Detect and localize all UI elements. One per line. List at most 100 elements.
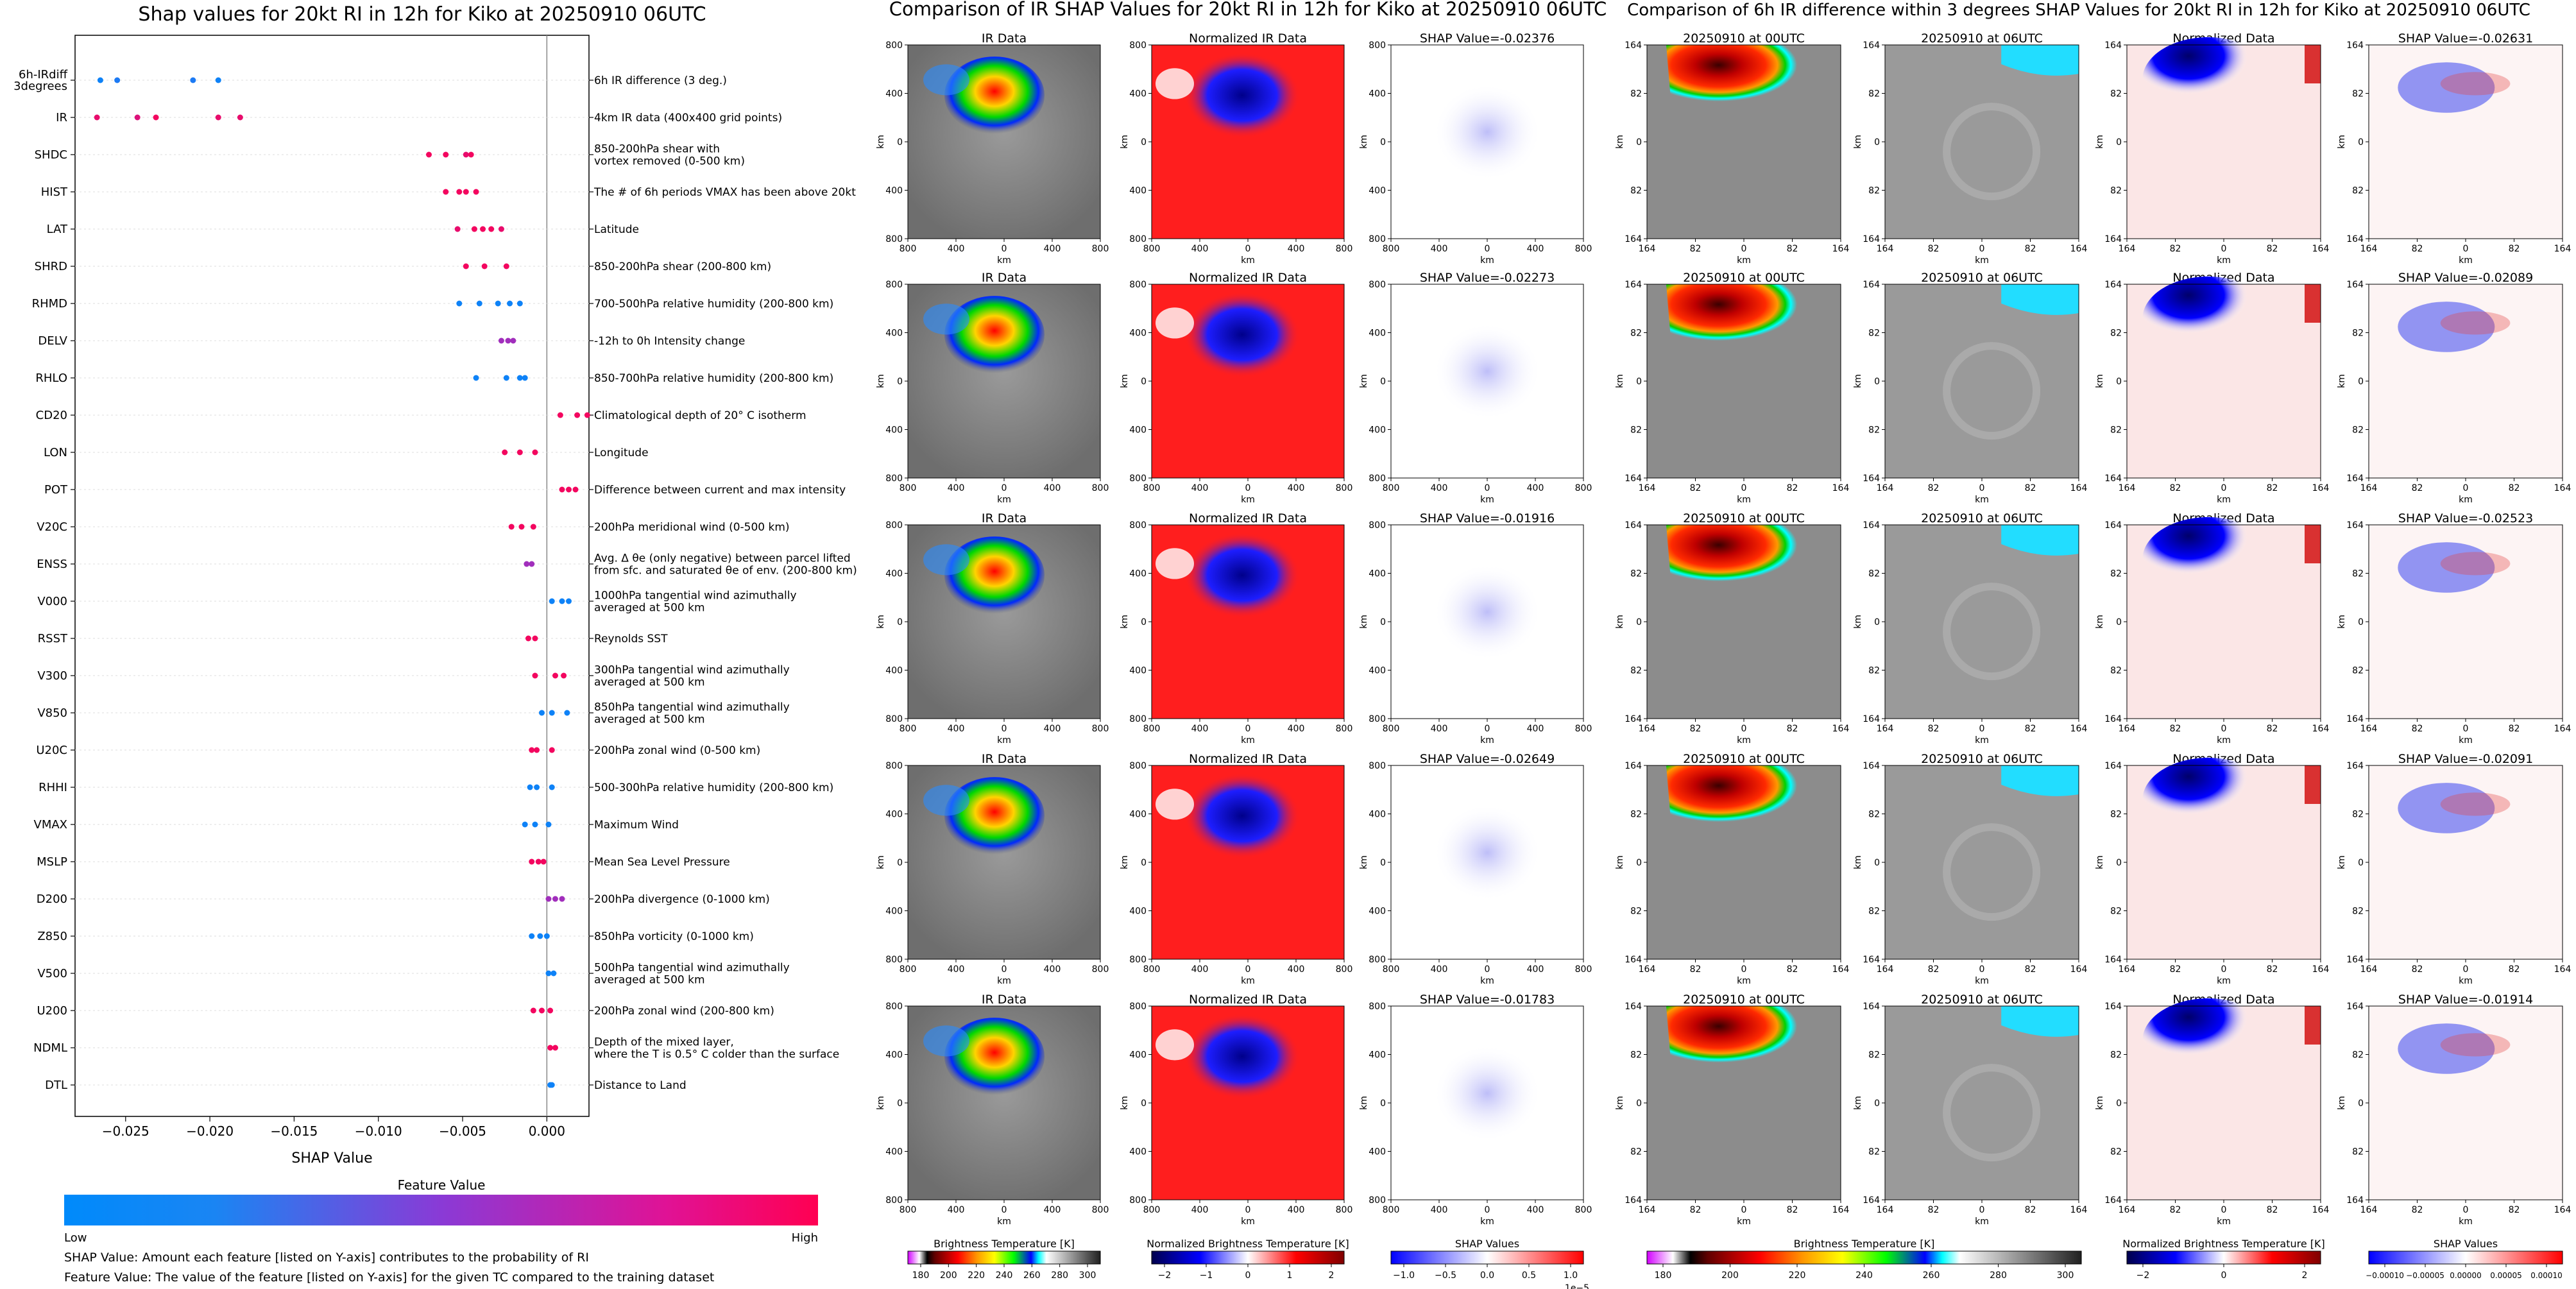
feature-description-label: Difference between current and max inten… xyxy=(594,484,846,497)
diff-06utc-x-tick-label: 82 xyxy=(2025,244,2036,254)
feature-description-label: Avg. Δ θe (only negative) between parcel… xyxy=(594,552,857,577)
ir-x-tick-label: 800 xyxy=(1092,483,1109,493)
diff-00utc-x-tick-label: 164 xyxy=(1832,724,1850,734)
diff-00utc-x-tick-label: 0 xyxy=(1741,724,1747,734)
diff-06utc-image xyxy=(1885,45,2079,239)
feature-description-label: 200hPa divergence (0-1000 km) xyxy=(594,893,770,906)
diff-06utc-cloud xyxy=(2001,284,2079,315)
diff-normalized-x-tick-label: 164 xyxy=(2119,1205,2136,1215)
text-line: 850hPa tangential wind azimuthally xyxy=(594,701,790,714)
normalized-ir-x-tick-label: 400 xyxy=(1288,724,1305,734)
ir-storm-core xyxy=(944,56,1045,134)
diff-normalized-cold-region xyxy=(2142,998,2274,1084)
ir-shap-x-tick-label: 800 xyxy=(1575,1205,1592,1215)
x-tick-label: −0.010 xyxy=(355,1123,402,1139)
ir-shap-panel-title: SHAP Value=-0.01916 xyxy=(1420,511,1555,525)
diff-06utc-image xyxy=(1885,284,2079,478)
ir-shap-y-tick-label: 800 xyxy=(1369,1195,1386,1206)
diff-normalized-y-tick-label: 82 xyxy=(2110,810,2122,820)
diff-06utc-x-tick-label: 0 xyxy=(1979,724,1985,734)
diff-06utc-y-tick-label: 164 xyxy=(1863,1195,1880,1206)
x-axis-km-label: km xyxy=(997,255,1011,266)
ir-y-tick-label: 800 xyxy=(885,234,903,244)
ir-x-tick-label: 0 xyxy=(1002,964,1007,975)
ir-shap-y-tick-label: 400 xyxy=(1369,1147,1386,1157)
ir-shap-y-tick-label: 400 xyxy=(1369,186,1386,196)
x-axis-km-label: km xyxy=(997,1216,1011,1227)
normalized-ir-cloud xyxy=(1156,307,1194,339)
diff-06utc-y-tick-label: 164 xyxy=(1863,761,1880,771)
normalized-ir-panel-title: Normalized IR Data xyxy=(1189,271,1307,285)
ir-shap-y-tick-label: 400 xyxy=(1369,425,1386,436)
diff-normalized-y-tick-label: 82 xyxy=(2110,1050,2122,1061)
text-line: Reynolds SST xyxy=(594,633,668,645)
diff-shap-y-tick-label: 0 xyxy=(2358,858,2364,868)
normalized-ir-y-tick-label: 400 xyxy=(1129,1147,1147,1157)
normalized-ir-x-tick-label: 400 xyxy=(1288,1205,1305,1215)
diff-06utc-x-tick-label: 82 xyxy=(1928,724,1940,734)
text-line: U200 xyxy=(37,1004,67,1018)
y-axis-km-label: km xyxy=(876,855,886,869)
shap-point xyxy=(516,449,523,456)
diff-00utc-x-tick-label: 82 xyxy=(1690,724,1702,734)
text-line: Depth of the mixed layer, xyxy=(594,1036,734,1049)
diff-normalized-warm-edge xyxy=(2305,1006,2321,1045)
diff-normalized-x-tick-label: 164 xyxy=(2119,964,2136,975)
text-line: ENSS xyxy=(37,558,67,571)
text-line: POT xyxy=(44,483,68,497)
diff-00utc-cold-cloud xyxy=(1666,1006,1841,1087)
ir-colorbar-tick-label: 300 xyxy=(1079,1270,1096,1281)
diff-06utc-x-tick-label: 164 xyxy=(1877,244,1894,254)
ir-colorbar-tick-label: 260 xyxy=(1023,1270,1041,1281)
x-axis-km-label: km xyxy=(1480,976,1494,986)
diff-00utc-y-tick-label: 164 xyxy=(1625,714,1642,724)
feature-code-label: RHMD xyxy=(32,297,67,311)
diff-shap-y-tick-label: 82 xyxy=(2352,425,2364,436)
shap-point xyxy=(561,672,567,679)
text-line: Z850 xyxy=(37,930,67,943)
ir-x-tick-label: 800 xyxy=(900,964,917,975)
shap-point xyxy=(545,896,552,902)
diff-shap-y-tick-label: 82 xyxy=(2352,1050,2364,1061)
shap-point xyxy=(559,598,565,604)
ir-x-tick-label: 0 xyxy=(1002,244,1007,254)
diff-06utc-spiral xyxy=(1943,1064,2041,1162)
feature-code-label: D200 xyxy=(37,892,67,906)
ir-y-tick-label: 400 xyxy=(885,569,903,579)
feature-value-colorbar xyxy=(64,1195,818,1225)
x-axis-km-label: km xyxy=(1975,976,1989,986)
ir-cloud-cluster xyxy=(923,785,969,816)
shap-point xyxy=(443,151,449,158)
diff-normalized-x-tick-label: 82 xyxy=(2170,1205,2181,1215)
feature-value-legend-title: Feature Value xyxy=(398,1177,486,1193)
text-line: where the T is 0.5° C colder than the su… xyxy=(594,1048,839,1061)
diff-06utc-x-tick-label: 164 xyxy=(2070,724,2088,734)
normalized-ir-x-tick-label: 0 xyxy=(1245,964,1251,975)
diff-00utc-y-tick-label: 0 xyxy=(1636,137,1642,148)
diff-normalized-y-tick-label: 82 xyxy=(2110,89,2122,99)
text-line: 700-500hPa relative humidity (200-800 km… xyxy=(594,298,833,311)
diff-colorbar-tick-label: −0.00010 xyxy=(2366,1271,2404,1280)
diff-06utc-panel-title: 20250910 at 06UTC xyxy=(1921,752,2043,766)
diff-shap-y-tick-label: 164 xyxy=(2346,280,2364,290)
y-axis-km-label: km xyxy=(2095,1096,2105,1110)
diff-06utc-cloud xyxy=(2001,45,2079,76)
shap-point xyxy=(538,1007,545,1014)
ir-x-tick-label: 400 xyxy=(1044,244,1061,254)
normalized-ir-x-tick-label: 400 xyxy=(1191,724,1209,734)
normalized-ir-y-tick-label: 0 xyxy=(1141,1098,1147,1109)
diff-shap-y-tick-label: 0 xyxy=(2358,617,2364,627)
ir-storm-core xyxy=(944,777,1045,855)
normalized-ir-x-tick-label: 400 xyxy=(1288,964,1305,975)
normalized-ir-y-tick-label: 400 xyxy=(1129,1050,1147,1061)
diff-normalized-y-tick-label: 164 xyxy=(2104,474,2122,484)
text-line: Climatological depth of 20° C isotherm xyxy=(594,409,806,422)
x-axis-km-label: km xyxy=(2217,1216,2231,1227)
x-axis-km-label: km xyxy=(997,976,1011,986)
y-axis-km-label: km xyxy=(1120,135,1130,149)
diff-06utc-x-tick-label: 82 xyxy=(2025,964,2036,975)
ir-y-tick-label: 0 xyxy=(897,617,903,627)
ir-shap-y-tick-label: 800 xyxy=(1369,280,1386,290)
ir-colorbar xyxy=(907,1251,1101,1265)
text-line: DELV xyxy=(38,334,67,348)
